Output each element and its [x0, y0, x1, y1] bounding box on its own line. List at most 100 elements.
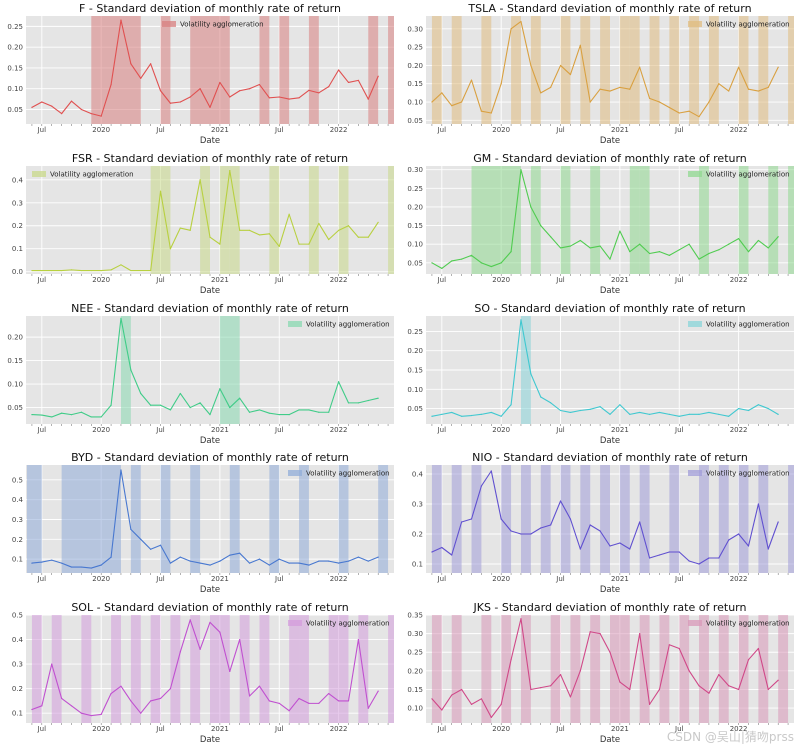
y-tick-label: 0.30 [407, 25, 423, 33]
data-point [229, 671, 231, 673]
data-point [668, 254, 670, 256]
volatility-band [120, 315, 131, 424]
legend-label: Volatility agglomeration [706, 470, 790, 478]
legend-swatch [288, 320, 302, 327]
series-line [431, 318, 779, 417]
x-tick-label: 2022 [730, 725, 748, 733]
data-point [31, 106, 33, 108]
data-point [441, 92, 443, 94]
data-point [179, 101, 181, 103]
data-point [540, 687, 542, 689]
volatility-band [481, 615, 492, 724]
volatility-band [550, 615, 561, 724]
data-point [470, 254, 473, 256]
data-point [258, 685, 261, 687]
data-point [229, 554, 231, 557]
data-point [298, 97, 300, 99]
data-point [559, 247, 562, 249]
data-point [179, 227, 181, 229]
x-tick-label: 2022 [730, 276, 748, 284]
data-point [658, 411, 661, 413]
data-point [150, 63, 152, 65]
data-point [688, 243, 690, 245]
data-point [579, 44, 581, 46]
data-point [609, 258, 611, 260]
data-point [80, 108, 82, 111]
data-point [688, 110, 690, 112]
data-point [338, 700, 340, 702]
volatility-band [629, 165, 640, 274]
data-point [61, 113, 63, 115]
y-tick-label: 0.20 [407, 203, 423, 211]
data-point [41, 269, 43, 271]
volatility-band [768, 165, 779, 274]
data-point [431, 262, 433, 264]
data-point [668, 551, 670, 553]
volatility-band [718, 615, 729, 724]
y-tick-label: 0.3 [12, 516, 23, 524]
data-point [777, 679, 779, 681]
data-point [441, 709, 443, 711]
legend-swatch [162, 21, 176, 27]
data-point [698, 563, 700, 565]
volatility-band [299, 465, 309, 574]
data-point [747, 250, 750, 253]
data-point [757, 503, 759, 505]
data-point [80, 269, 82, 271]
data-point [451, 105, 453, 107]
data-point [599, 88, 601, 90]
data-point [338, 69, 340, 71]
volatility-band [150, 615, 161, 724]
x-tick-label: Jul [437, 126, 447, 134]
data-point [120, 264, 122, 266]
volatility-band [540, 465, 551, 574]
data-point [718, 557, 720, 559]
volatility-band [431, 16, 442, 124]
data-point [377, 690, 379, 692]
volatility-band [388, 615, 394, 724]
x-tick-label: 2022 [730, 126, 748, 134]
volatility-band [649, 16, 660, 124]
chart-title: BYD - Standard deviation of monthly rate… [71, 451, 349, 464]
volatility-band [26, 465, 42, 574]
data-point [500, 415, 502, 417]
data-point [639, 66, 641, 68]
data-point [500, 518, 502, 520]
data-point [510, 250, 512, 253]
data-point [199, 648, 201, 651]
data-point [258, 408, 261, 411]
y-tick-label: 0.20 [407, 347, 423, 355]
chart-panel-so: 0.05 0.10 0.15 0.20 0.25 Jul 2020 Jul 2021 Jul 202… [400, 300, 798, 450]
data-point [718, 83, 720, 85]
data-point [367, 399, 369, 401]
data-point [609, 651, 611, 654]
data-point [728, 415, 730, 417]
y-tick-label: 0.0 [12, 268, 23, 276]
x-tick-label: Jul [674, 126, 684, 134]
data-point [179, 651, 181, 653]
x-tick-label: 2020 [92, 725, 110, 733]
x-tick-label: Jul [37, 426, 47, 434]
chart-title: SOL - Standard deviation of monthly rate… [71, 601, 348, 614]
data-point [530, 689, 532, 691]
y-tick-label: 0.15 [407, 686, 423, 694]
legend-swatch [688, 620, 702, 627]
data-point [130, 63, 132, 65]
x-tick-label: 2020 [92, 126, 110, 134]
data-point [530, 206, 532, 208]
volatility-band [580, 465, 591, 574]
data-point [658, 250, 661, 253]
y-tick-label: 0.30 [407, 166, 423, 174]
x-tick-label: Jul [274, 276, 284, 284]
data-point [569, 696, 572, 698]
data-point [70, 269, 73, 271]
series-line [31, 317, 379, 418]
data-point [61, 412, 63, 414]
data-point [777, 235, 779, 238]
data-point [268, 412, 270, 414]
chart-fsr: 0.0 0.1 0.2 0.3 0.4 Jul 2020 Jul 2021 Jul 2022 FSR … [12, 152, 394, 296]
data-point [268, 564, 270, 567]
data-point [738, 407, 740, 409]
data-point [490, 265, 492, 267]
chart-panel-gm: 0.05 0.10 0.15 0.20 0.25 0.30 Jul 2020 Jul 2021 Ju… [400, 150, 798, 300]
